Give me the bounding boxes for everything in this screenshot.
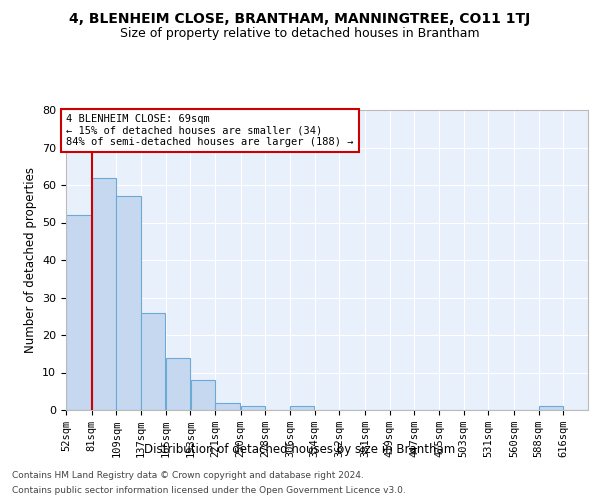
Bar [290,406,314,410]
Text: 4 BLENHEIM CLOSE: 69sqm
← 15% of detached houses are smaller (34)
84% of semi-de: 4 BLENHEIM CLOSE: 69sqm ← 15% of detache… [66,114,353,147]
Bar [539,406,563,410]
Bar [92,178,116,410]
Bar [141,312,166,410]
Text: Size of property relative to detached houses in Brantham: Size of property relative to detached ho… [120,28,480,40]
Text: Contains HM Land Registry data © Crown copyright and database right 2024.: Contains HM Land Registry data © Crown c… [12,471,364,480]
Bar [66,215,91,410]
Text: Distribution of detached houses by size in Brantham: Distribution of detached houses by size … [145,442,455,456]
Bar [215,402,241,410]
Bar [241,406,265,410]
Text: Contains public sector information licensed under the Open Government Licence v3: Contains public sector information licen… [12,486,406,495]
Text: 4, BLENHEIM CLOSE, BRANTHAM, MANNINGTREE, CO11 1TJ: 4, BLENHEIM CLOSE, BRANTHAM, MANNINGTREE… [70,12,530,26]
Bar [116,196,141,410]
Y-axis label: Number of detached properties: Number of detached properties [23,167,37,353]
Bar [166,358,190,410]
Bar [191,380,215,410]
